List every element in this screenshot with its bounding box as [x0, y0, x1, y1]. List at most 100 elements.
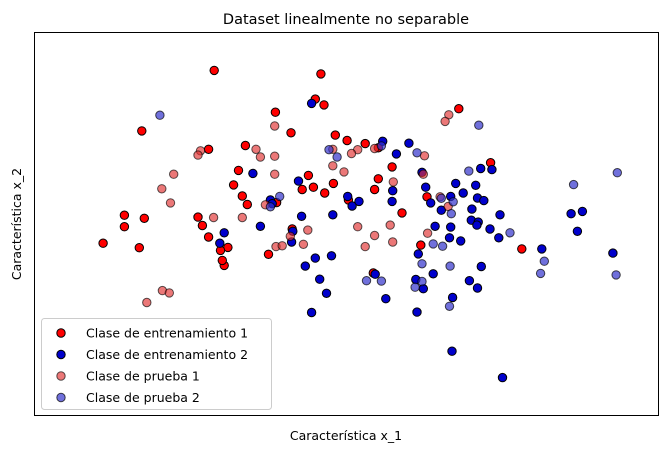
series-2-point — [387, 196, 397, 207]
series-4-point — [505, 228, 515, 238]
series-2-point — [456, 236, 466, 246]
legend-marker — [56, 349, 66, 360]
series-1-point — [242, 199, 253, 210]
series-3-point — [165, 198, 176, 208]
series-1-point — [263, 249, 274, 260]
series-1-point — [387, 162, 397, 172]
series-2-point — [215, 238, 225, 248]
legend-label: Clase de prueba 2 — [86, 390, 200, 405]
series-2-point — [472, 283, 483, 293]
legend-label: Clase de prueba 1 — [86, 369, 200, 384]
series-3-point — [157, 184, 167, 194]
series-2-point — [472, 220, 482, 230]
series-2-point — [306, 98, 317, 109]
series-2-point — [404, 138, 414, 148]
series-2-point — [248, 168, 258, 179]
series-2-point — [479, 195, 489, 206]
series-2-point — [447, 346, 457, 356]
series-2-point — [467, 204, 477, 214]
series-4-point — [535, 268, 546, 279]
series-3-point — [164, 288, 175, 298]
series-3-point — [251, 144, 261, 155]
series-3-point — [270, 121, 280, 131]
series-1-point — [319, 100, 329, 110]
series-4-point — [611, 270, 621, 280]
series-2-point — [412, 307, 422, 317]
series-2-point — [328, 210, 338, 220]
series-3-point — [385, 220, 395, 230]
series-2-point — [494, 233, 504, 243]
legend-label: Clase de entrenamiento 2 — [86, 347, 248, 362]
series-2-point — [354, 196, 364, 207]
series-3-point — [208, 212, 219, 223]
series-4-point — [324, 145, 334, 155]
series-3-point — [418, 169, 428, 179]
series-3 — [142, 110, 454, 308]
series-2-point — [430, 221, 440, 232]
series-1-point — [316, 69, 326, 79]
series-1-point — [286, 128, 296, 138]
series-3-point — [422, 228, 433, 238]
series-2-point — [293, 176, 304, 186]
series-3-point — [142, 297, 152, 308]
series-1-point — [360, 138, 370, 149]
series-1-point — [134, 243, 145, 253]
series-1-point — [137, 126, 147, 136]
series-1-point — [233, 165, 244, 176]
series-2-point — [447, 292, 458, 303]
series-2-point — [572, 226, 583, 237]
series-4-point — [474, 120, 484, 130]
series-3-point — [339, 167, 349, 177]
series-3-point — [388, 237, 398, 247]
series-4-point — [265, 202, 276, 212]
series-3-point — [255, 152, 266, 162]
series-3-point — [369, 230, 380, 241]
series-2-point — [413, 249, 423, 259]
series-1 — [98, 65, 527, 278]
series-1-point — [308, 182, 319, 192]
series-1-point — [517, 244, 527, 254]
series-1-point — [454, 104, 464, 114]
series-4-point — [410, 282, 420, 292]
series-2-point — [391, 149, 402, 159]
series-4-point — [376, 141, 387, 151]
series-3-point — [237, 212, 248, 223]
series-2-point — [476, 261, 486, 272]
series-2-point — [426, 198, 436, 208]
series-1-point — [209, 65, 219, 76]
legend-box — [41, 318, 272, 410]
series-1-point — [303, 170, 314, 181]
series-2-point — [370, 269, 380, 279]
series-3-point — [270, 169, 280, 179]
series-2-point — [566, 209, 576, 219]
series-3-point — [303, 225, 313, 235]
series-1-point — [203, 232, 214, 242]
series-2-point — [255, 221, 266, 232]
series-3-point — [346, 148, 357, 159]
x-axis-label: Característica x_1 — [290, 428, 402, 443]
series-1-point — [240, 140, 251, 151]
series-2-point — [321, 288, 332, 298]
series-3-point — [328, 161, 338, 171]
series-1-point — [98, 238, 108, 248]
series-2-point — [306, 307, 317, 318]
series-2-point — [497, 372, 508, 383]
series-2-point — [476, 163, 486, 174]
series-2-point — [315, 274, 325, 284]
data-points — [98, 65, 622, 383]
series-3-point — [360, 241, 370, 252]
series-2-point — [451, 178, 461, 189]
series-3-point — [285, 231, 295, 242]
series-1-point — [373, 174, 383, 184]
series-4-point — [412, 148, 422, 158]
series-4-point — [464, 166, 474, 176]
series-1-point — [139, 213, 150, 224]
series-4-point — [428, 239, 438, 249]
series-2-point — [219, 228, 229, 238]
y-axis-label: Característica x_2 — [9, 168, 24, 280]
series-2-point — [388, 186, 398, 196]
series-2-point — [326, 251, 337, 261]
series-2-point — [458, 188, 468, 198]
series-4 — [155, 110, 622, 311]
